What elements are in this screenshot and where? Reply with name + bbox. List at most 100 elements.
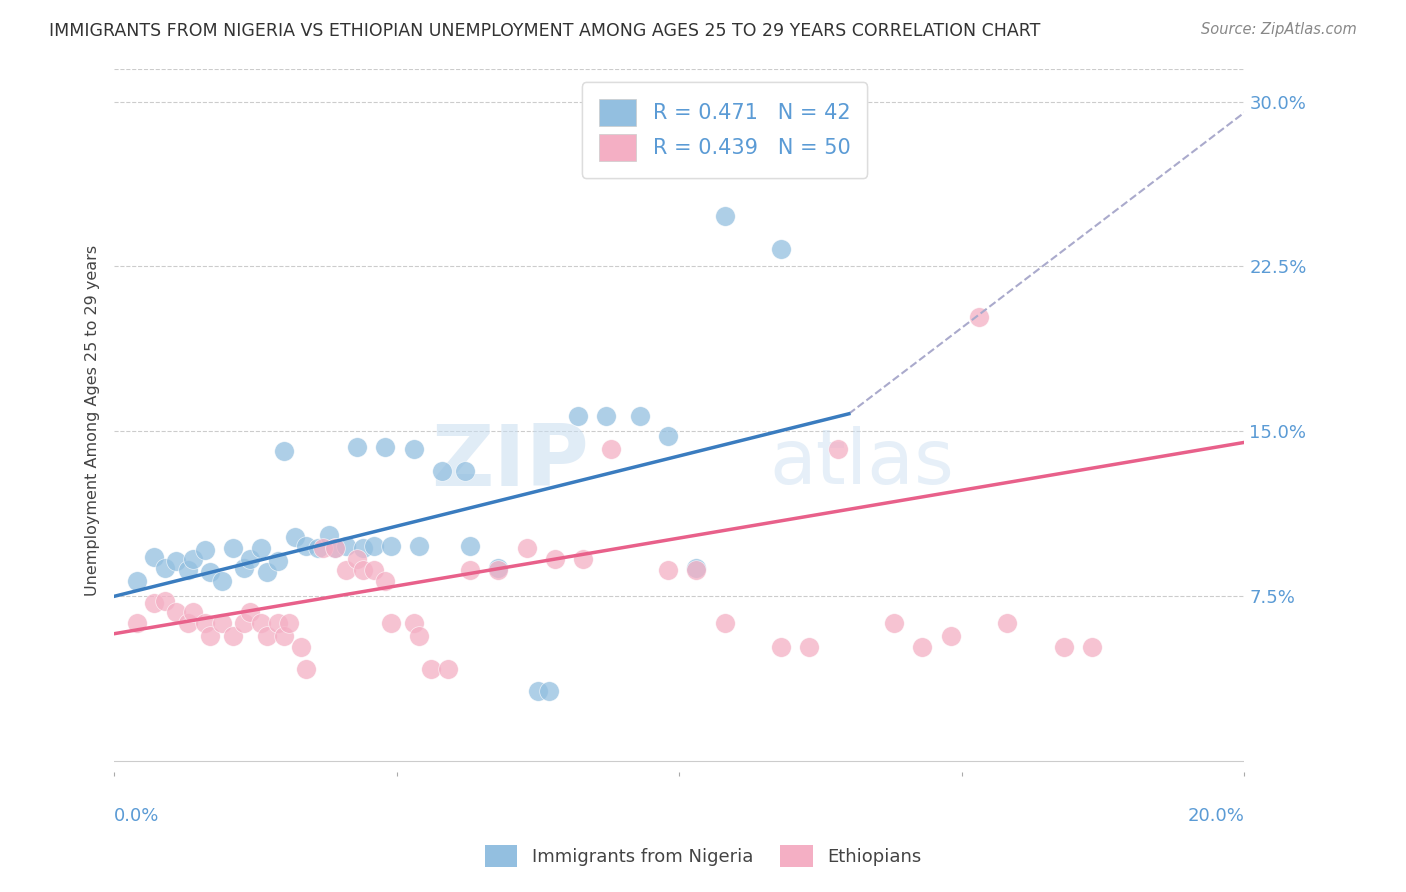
Point bbox=[273, 444, 295, 458]
Point bbox=[363, 563, 385, 577]
Point bbox=[256, 629, 278, 643]
Point bbox=[995, 615, 1018, 630]
Point bbox=[657, 563, 679, 577]
Point bbox=[194, 543, 217, 558]
Point bbox=[267, 615, 290, 630]
Point bbox=[239, 552, 262, 566]
Point bbox=[352, 541, 374, 555]
Point bbox=[125, 615, 148, 630]
Point bbox=[430, 464, 453, 478]
Point bbox=[181, 552, 204, 566]
Point bbox=[488, 563, 510, 577]
Point bbox=[1052, 640, 1074, 654]
Point bbox=[380, 539, 402, 553]
Point bbox=[335, 539, 357, 553]
Point bbox=[436, 662, 458, 676]
Point bbox=[165, 554, 187, 568]
Point bbox=[538, 684, 561, 698]
Point bbox=[335, 563, 357, 577]
Point bbox=[290, 640, 312, 654]
Point bbox=[346, 440, 368, 454]
Point bbox=[600, 442, 623, 456]
Point bbox=[153, 560, 176, 574]
Point bbox=[544, 552, 567, 566]
Point bbox=[273, 629, 295, 643]
Point bbox=[222, 629, 245, 643]
Text: ZIP: ZIP bbox=[432, 421, 589, 504]
Point bbox=[1081, 640, 1104, 654]
Point bbox=[967, 310, 990, 324]
Point bbox=[374, 574, 396, 588]
Point bbox=[323, 541, 346, 555]
Point bbox=[250, 541, 273, 555]
Text: Source: ZipAtlas.com: Source: ZipAtlas.com bbox=[1201, 22, 1357, 37]
Point bbox=[176, 615, 198, 630]
Point bbox=[685, 563, 707, 577]
Point bbox=[323, 541, 346, 555]
Point bbox=[572, 552, 595, 566]
Point bbox=[408, 539, 430, 553]
Text: atlas: atlas bbox=[769, 425, 955, 500]
Point bbox=[233, 560, 256, 574]
Y-axis label: Unemployment Among Ages 25 to 29 years: Unemployment Among Ages 25 to 29 years bbox=[86, 244, 100, 596]
Text: 20.0%: 20.0% bbox=[1188, 806, 1244, 824]
Point bbox=[527, 684, 550, 698]
Point bbox=[200, 565, 222, 579]
Point bbox=[402, 442, 425, 456]
Point bbox=[595, 409, 617, 423]
Point bbox=[267, 554, 290, 568]
Point bbox=[567, 409, 589, 423]
Point bbox=[211, 574, 233, 588]
Point bbox=[883, 615, 905, 630]
Point bbox=[142, 549, 165, 564]
Point bbox=[153, 593, 176, 607]
Point bbox=[346, 552, 368, 566]
Point bbox=[713, 209, 735, 223]
Point bbox=[458, 539, 481, 553]
Point bbox=[200, 629, 222, 643]
Point bbox=[911, 640, 934, 654]
Point bbox=[278, 615, 301, 630]
Point bbox=[352, 563, 374, 577]
Point bbox=[488, 560, 510, 574]
Point bbox=[176, 563, 198, 577]
Point bbox=[181, 605, 204, 619]
Point bbox=[453, 464, 475, 478]
Point bbox=[307, 541, 329, 555]
Point bbox=[233, 615, 256, 630]
Point bbox=[769, 242, 792, 256]
Text: 0.0%: 0.0% bbox=[114, 806, 159, 824]
Point bbox=[222, 541, 245, 555]
Point bbox=[939, 629, 962, 643]
Point bbox=[380, 615, 402, 630]
Point bbox=[657, 429, 679, 443]
Point bbox=[458, 563, 481, 577]
Point bbox=[256, 565, 278, 579]
Point bbox=[408, 629, 430, 643]
Point bbox=[125, 574, 148, 588]
Point bbox=[419, 662, 441, 676]
Point bbox=[827, 442, 849, 456]
Point bbox=[165, 605, 187, 619]
Legend: R = 0.471   N = 42, R = 0.439   N = 50: R = 0.471 N = 42, R = 0.439 N = 50 bbox=[582, 82, 868, 178]
Text: IMMIGRANTS FROM NIGERIA VS ETHIOPIAN UNEMPLOYMENT AMONG AGES 25 TO 29 YEARS CORR: IMMIGRANTS FROM NIGERIA VS ETHIOPIAN UNE… bbox=[49, 22, 1040, 40]
Point bbox=[250, 615, 273, 630]
Point bbox=[685, 560, 707, 574]
Point bbox=[374, 440, 396, 454]
Point bbox=[363, 539, 385, 553]
Point bbox=[295, 662, 318, 676]
Point bbox=[318, 527, 340, 541]
Point bbox=[284, 530, 307, 544]
Point bbox=[516, 541, 538, 555]
Point bbox=[713, 615, 735, 630]
Legend: Immigrants from Nigeria, Ethiopians: Immigrants from Nigeria, Ethiopians bbox=[478, 838, 928, 874]
Point bbox=[295, 539, 318, 553]
Point bbox=[142, 596, 165, 610]
Point bbox=[312, 541, 335, 555]
Point bbox=[799, 640, 821, 654]
Point bbox=[769, 640, 792, 654]
Point bbox=[211, 615, 233, 630]
Point bbox=[194, 615, 217, 630]
Point bbox=[402, 615, 425, 630]
Point bbox=[628, 409, 651, 423]
